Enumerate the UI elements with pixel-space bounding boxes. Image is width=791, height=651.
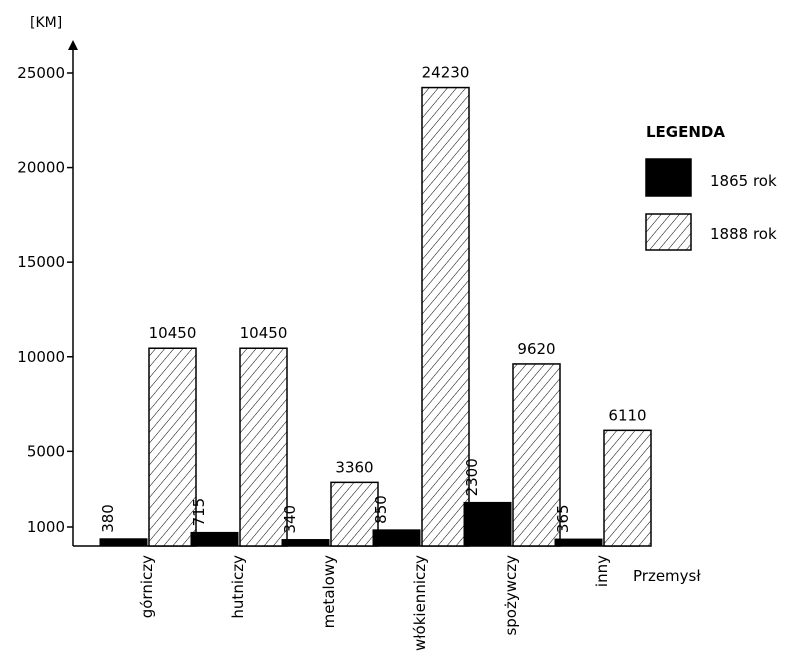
data-label-1888: 3360 xyxy=(335,458,373,476)
data-label-1888: 9620 xyxy=(517,340,555,358)
category-label: spożywczy xyxy=(502,555,520,636)
legend: LEGENDA 1865 rok 1888 rok xyxy=(645,123,777,251)
y-tick-label: 15000 xyxy=(17,253,65,271)
data-label-1865: 715 xyxy=(190,498,208,527)
y-tick-label: 25000 xyxy=(17,64,65,82)
data-label-1865: 340 xyxy=(281,505,299,534)
y-axis-arrow xyxy=(68,40,78,50)
y-tick-label: 20000 xyxy=(17,159,65,177)
bar-1865 xyxy=(99,538,148,547)
bar-1888 xyxy=(421,86,470,547)
category-label: włókienniczy xyxy=(411,555,429,651)
bar-1865 xyxy=(463,501,512,547)
y-unit-label: [KM] xyxy=(30,15,62,31)
plot-area: 1000 5000 10000 15000 20000 25000 380 10450 górn… xyxy=(17,40,652,651)
bar-1865 xyxy=(281,539,330,547)
category-label: hutniczy xyxy=(229,555,247,619)
bar-1865 xyxy=(190,531,239,547)
category-label: metalowy xyxy=(320,555,338,629)
bar-1888 xyxy=(330,481,379,547)
bar-1888 xyxy=(239,347,288,547)
legend-label-1888: 1888 rok xyxy=(710,225,777,243)
bar-1888 xyxy=(512,363,561,547)
data-label-1865: 380 xyxy=(99,504,117,533)
y-tick-label: 10000 xyxy=(17,348,65,366)
data-label-1865: 850 xyxy=(372,495,390,524)
category-label: górniczy xyxy=(138,555,156,618)
bar-1888 xyxy=(603,429,652,547)
data-label-1865: 365 xyxy=(554,504,572,533)
legend-swatch-1888 xyxy=(645,213,692,251)
data-label-1888: 10450 xyxy=(149,324,197,342)
data-label-1888: 24230 xyxy=(422,64,470,82)
x-axis-label: Przemysł xyxy=(633,567,701,585)
data-label-1888: 6110 xyxy=(608,406,646,424)
y-tick-label: 1000 xyxy=(27,518,65,536)
data-label-1888: 10450 xyxy=(240,324,288,342)
bar-1888 xyxy=(148,347,197,547)
data-label-1865: 2300 xyxy=(463,458,481,496)
legend-title: LEGENDA xyxy=(646,123,725,141)
legend-swatch-1865 xyxy=(645,158,692,197)
bar-1865 xyxy=(372,529,421,547)
y-tick-label: 5000 xyxy=(27,442,65,460)
legend-label-1865: 1865 rok xyxy=(710,172,777,190)
category-label: inny xyxy=(593,555,611,587)
bar-1865 xyxy=(554,538,603,547)
